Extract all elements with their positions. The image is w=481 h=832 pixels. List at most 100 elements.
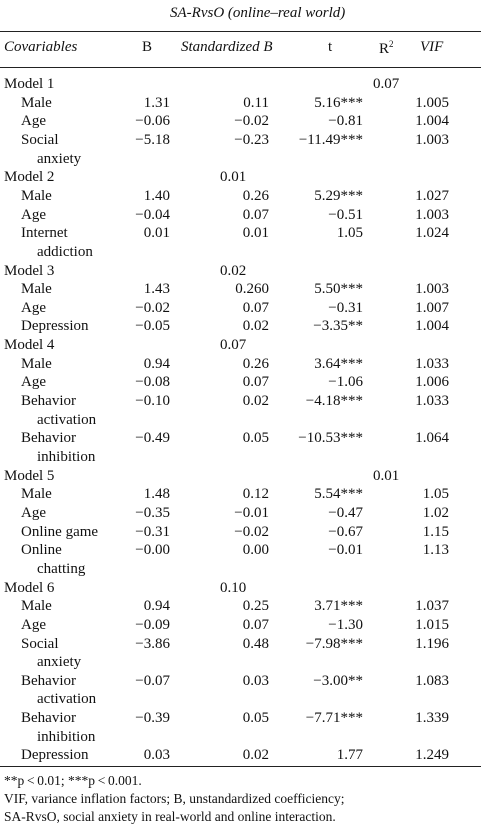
covariable-label: Male: [21, 486, 52, 503]
model-label: Model 2: [4, 169, 55, 186]
covariable-label: activation: [37, 411, 97, 428]
header-covariables: Covariables: [4, 39, 78, 55]
table-row: Model 3 0.02: [0, 262, 481, 280]
vif-value: 1.249: [415, 747, 449, 764]
standardized-b-value: 0.02: [242, 318, 269, 335]
b-value: −0.05: [135, 318, 170, 335]
vif-value: 1.339: [415, 710, 449, 727]
b-value: 1.43: [143, 281, 170, 298]
vif-value: 1.05: [422, 486, 449, 503]
b-value: 0.03: [143, 747, 170, 764]
covariable-label: Age: [21, 374, 46, 391]
t-value: −0.01: [328, 542, 363, 559]
t-value: −0.81: [328, 113, 363, 130]
standardized-b-value: 0.07: [220, 337, 247, 354]
table-row: Age −0.08 0.07 −1.06 1.006: [0, 373, 481, 391]
covariable-label: Depression: [21, 747, 89, 764]
standardized-b-value: 0.02: [220, 262, 247, 279]
vif-value: 1.003: [415, 131, 449, 148]
table-row: Male 0.94 0.26 3.64*** 1.033: [0, 355, 481, 373]
covariable-label: Behavior: [21, 393, 76, 410]
table-row: Online game −0.31 −0.02 −0.67 1.15: [0, 523, 481, 541]
vif-value: 1.033: [415, 393, 449, 410]
covariable-label: Behavior: [21, 710, 76, 727]
vif-value: 1.196: [415, 635, 449, 652]
standardized-b-value: 0.03: [242, 672, 269, 689]
covariable-label: Internet: [21, 225, 68, 242]
table-row: Online −0.00 0.00 −0.01 1.13: [0, 541, 481, 559]
t-value: 5.29***: [314, 187, 363, 204]
table-row: Model 4 0.07: [0, 336, 481, 354]
model-label: Model 1: [4, 76, 55, 92]
vif-value: 1.015: [415, 616, 449, 633]
standardized-b-value: 0.07: [242, 206, 269, 223]
table-row: Social −3.86 0.48 −7.98*** 1.196: [0, 635, 481, 653]
standardized-b-value: −0.02: [234, 523, 269, 540]
covariable-label: Age: [21, 113, 46, 130]
table-row: Behavior −0.07 0.03 −3.00** 1.083: [0, 672, 481, 690]
table-row: Behavior −0.10 0.02 −4.18*** 1.033: [0, 392, 481, 410]
covariable-label: Behavior: [21, 430, 76, 447]
b-value: 0.94: [143, 355, 170, 372]
vif-value: 1.003: [415, 206, 449, 223]
b-value: 1.40: [143, 187, 170, 204]
b-value: −0.31: [135, 523, 170, 540]
table-row: Model 6 0.10: [0, 579, 481, 597]
table-row: anxiety: [0, 150, 481, 168]
t-value: 3.71***: [314, 598, 363, 615]
top-rule: [0, 31, 481, 32]
t-value: −0.67: [328, 523, 363, 540]
t-value: −0.31: [328, 299, 363, 316]
standardized-b-value: 0.07: [242, 616, 269, 633]
vif-value: 1.064: [415, 430, 449, 447]
t-value: −10.53***: [298, 430, 363, 447]
vif-value: 1.15: [422, 523, 449, 540]
table-row: Age −0.09 0.07 −1.30 1.015: [0, 616, 481, 634]
standardized-b-value: 0.25: [242, 598, 269, 615]
table-row: Age −0.06 −0.02 −0.81 1.004: [0, 112, 481, 130]
header-vif: VIF: [420, 39, 444, 55]
b-value: −0.10: [135, 393, 170, 410]
table-row: inhibition: [0, 448, 481, 466]
table-row: Male 1.43 0.260 5.50*** 1.003: [0, 280, 481, 298]
vif-value: 1.027: [415, 187, 449, 204]
b-value: −0.02: [135, 299, 170, 316]
covariable-label: chatting: [37, 560, 86, 577]
vif-value: 1.083: [415, 672, 449, 689]
b-value: −0.35: [135, 504, 170, 521]
b-value: −5.18: [135, 131, 170, 148]
covariable-label: inhibition: [37, 728, 96, 745]
covariable-label: Depression: [21, 318, 89, 335]
table-row: Social −5.18 −0.23 −11.49*** 1.003: [0, 131, 481, 149]
t-value: 5.54***: [314, 486, 363, 503]
vif-value: 1.13: [422, 542, 449, 559]
b-value: −0.39: [135, 710, 170, 727]
b-value: −0.07: [135, 672, 170, 689]
covariable-label: Male: [21, 94, 52, 111]
vif-value: 1.033: [415, 355, 449, 372]
model-label: Model 4: [4, 337, 55, 354]
standardized-b-value: 0.05: [242, 430, 269, 447]
header-rule: [0, 67, 481, 68]
covariable-label: anxiety: [37, 150, 82, 167]
header-standardized-b: Standardized B: [181, 39, 273, 55]
table-row: Behavior −0.39 0.05 −7.71*** 1.339: [0, 709, 481, 727]
b-value: 0.94: [143, 598, 170, 615]
b-value: −0.00: [135, 542, 170, 559]
standardized-b-value: 0.26: [242, 355, 269, 372]
model-label: Model 6: [4, 579, 55, 596]
table-row: Age −0.35 −0.01 −0.47 1.02: [0, 504, 481, 522]
vif-value: 1.024: [415, 225, 449, 242]
t-value: −11.49***: [298, 131, 363, 148]
standardized-b-value: 0.10: [220, 579, 247, 596]
standardized-b-value: 0.05: [242, 710, 269, 727]
t-value: 5.50***: [314, 281, 363, 298]
header-r2: R2: [379, 39, 394, 57]
standardized-b-value: 0.02: [242, 393, 269, 410]
table-row: Male 0.94 0.25 3.71*** 1.037: [0, 597, 481, 615]
covariable-label: Online: [21, 542, 62, 559]
covariable-label: Age: [21, 206, 46, 223]
table-row: Behavior −0.49 0.05 −10.53*** 1.064: [0, 429, 481, 447]
t-value: 3.64***: [314, 355, 363, 372]
r2-value: 0.01: [373, 467, 400, 484]
